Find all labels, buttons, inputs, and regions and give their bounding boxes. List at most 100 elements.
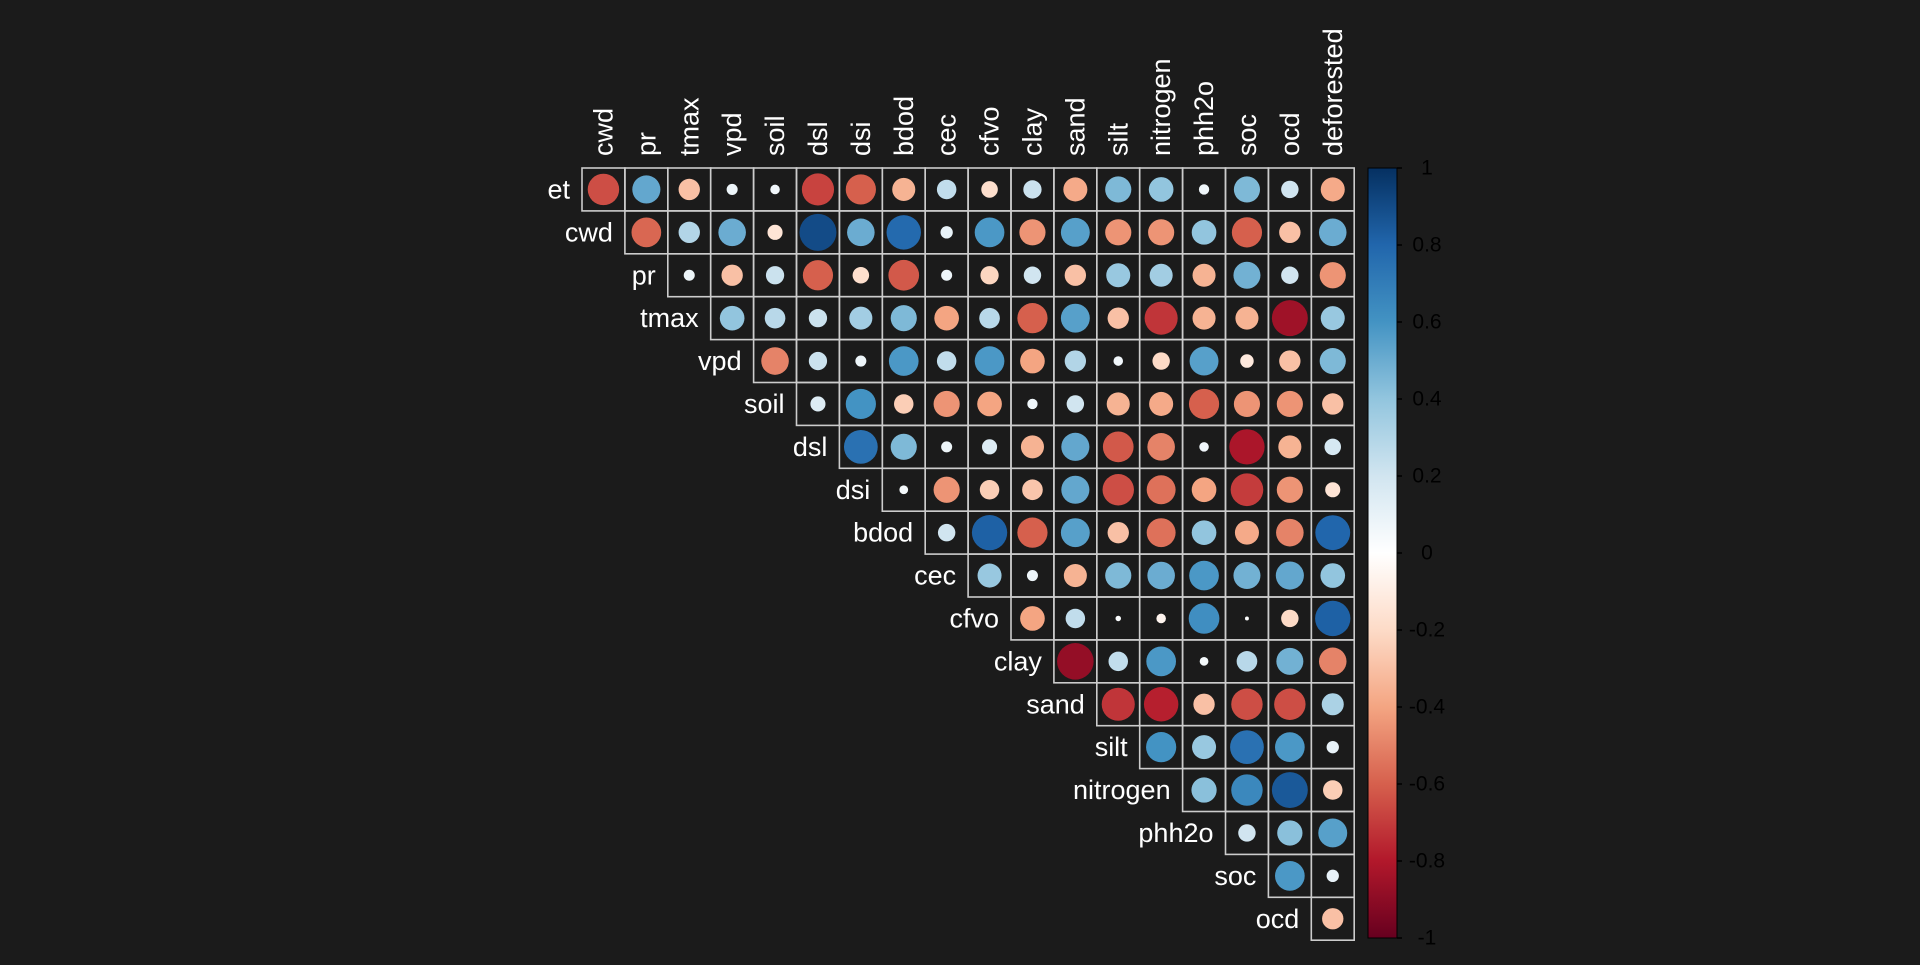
col-label-tmax: tmax [674, 97, 704, 156]
row-label-vpd: vpd [698, 346, 742, 376]
correlation-circle-nitrogen-deforested [1323, 780, 1343, 800]
col-label-dsi: dsi [846, 121, 876, 156]
correlation-circle-pr-dsl [802, 260, 834, 291]
colorbar-tick-label: -0.6 [1409, 773, 1445, 796]
colorbar-tick-label: -0.2 [1409, 619, 1445, 642]
correlation-circle-dsi-nitrogen [1146, 475, 1176, 505]
correlation-circle-cwd-dsi [847, 218, 875, 247]
correlation-circle-pr-phh2o [1192, 263, 1216, 287]
correlation-circle-tmax-sand [1060, 303, 1090, 333]
correlation-circle-cwd-soc [1231, 217, 1263, 248]
correlation-circle-pr-soil [765, 266, 785, 285]
colorbar-tick-label: 0.2 [1412, 465, 1441, 488]
correlation-circle-cwd-pr [631, 217, 662, 248]
correlation-circle-vpd-clay [1020, 348, 1045, 374]
correlation-circle-nitrogen-ocd [1271, 772, 1308, 809]
correlation-circle-soil-phh2o [1188, 388, 1220, 420]
col-label-vpd: vpd [717, 112, 747, 156]
correlation-circle-vpd-soc [1240, 354, 1254, 368]
correlation-circle-cec-sand [1063, 564, 1087, 588]
correlation-circle-silt-nitrogen [1146, 732, 1177, 763]
col-label-cec: cec [932, 114, 962, 156]
correlation-circle-cec-silt [1105, 562, 1132, 589]
correlation-circle-pr-clay [1023, 266, 1042, 284]
correlation-circle-cfvo-sand [1065, 608, 1086, 629]
correlation-circle-cwd-nitrogen [1148, 219, 1175, 246]
correlation-circle-cwd-cfvo [974, 217, 1005, 248]
correlation-circle-dsi-ocd [1276, 476, 1303, 503]
colorbar: 1 0.8 0.6 0.4 0.2 0 -0.2 -0.4 -0.6 -0.8 -1 [1367, 157, 1446, 950]
correlation-circle-dsi-sand [1061, 475, 1090, 504]
row-label-tmax: tmax [640, 303, 699, 333]
correlation-circle-et-phh2o [1198, 184, 1210, 195]
col-label-cfvo: cfvo [975, 106, 1005, 156]
correlation-circle-cwd-phh2o [1191, 220, 1217, 245]
correlation-circle-cwd-soil [767, 224, 783, 240]
correlation-circle-soil-nitrogen [1149, 391, 1174, 416]
correlation-circle-nitrogen-phh2o [1191, 777, 1217, 803]
correlation-circle-soil-cfvo [977, 391, 1002, 417]
correlation-circle-vpd-dsl [808, 351, 828, 371]
correlation-circle-dsl-clay [1020, 435, 1044, 459]
colorbar-tick-label: 0 [1421, 542, 1433, 565]
row-label-clay: clay [994, 646, 1043, 676]
col-label-pr: pr [631, 132, 661, 156]
correlation-circle-sand-silt [1101, 687, 1135, 721]
correlation-circle-dsl-bdod [890, 433, 917, 460]
correlation-circle-cwd-dsl [799, 213, 837, 251]
correlation-circle-bdod-sand [1060, 518, 1090, 548]
correlation-circle-silt-phh2o [1192, 735, 1217, 760]
correlation-circle-soil-dsi [845, 388, 876, 420]
correlation-circle-vpd-nitrogen [1152, 352, 1170, 370]
correlation-circle-pr-nitrogen [1149, 263, 1173, 287]
correlation-circle-cfvo-silt [1115, 615, 1122, 622]
correlation-circle-ocd-deforested [1322, 908, 1344, 930]
correlation-circle-vpd-ocd [1279, 350, 1301, 372]
correlation-circle-soil-bdod [894, 394, 914, 414]
correlation-circle-dsi-cfvo [979, 480, 1000, 500]
correlation-circle-et-ocd [1281, 180, 1299, 199]
col-label-sand: sand [1060, 97, 1090, 156]
colorbar-tick-label: -0.4 [1409, 696, 1446, 719]
correlation-circle-cwd-sand [1060, 217, 1090, 247]
correlation-circle-dsl-dsi [843, 429, 878, 464]
correlation-circle-phh2o-soc [1238, 824, 1256, 842]
correlation-circle-phh2o-ocd [1277, 820, 1303, 846]
correlation-circle-soil-sand [1066, 395, 1085, 413]
col-label-cwd: cwd [588, 108, 618, 156]
correlation-circle-sand-nitrogen [1143, 687, 1179, 722]
correlation-circle-tmax-bdod [890, 305, 917, 332]
correlation-circle-dsi-deforested [1325, 482, 1341, 498]
correlation-circle-vpd-soil [761, 347, 789, 375]
correlation-circle-pr-tmax [683, 269, 695, 281]
row-label-cec: cec [914, 561, 956, 591]
colorbar-tick-label: -1 [1418, 927, 1437, 950]
correlation-circle-cwd-cec [940, 226, 953, 239]
correlation-circle-tmax-cfvo [979, 307, 1000, 329]
correlation-circle-tmax-dsi [849, 306, 873, 330]
correlation-circle-pr-silt [1106, 263, 1131, 288]
correlation-circle-tmax-soc [1235, 306, 1259, 330]
correlation-circle-et-vpd [726, 183, 738, 195]
correlation-circle-cwd-bdod [886, 215, 921, 250]
correlation-circle-bdod-ocd [1276, 518, 1304, 547]
col-label-soil: soil [760, 115, 790, 156]
correlation-circle-dsi-cec [933, 476, 960, 503]
correlation-circle-cwd-ocd [1279, 221, 1301, 244]
correlation-circle-bdod-cec [937, 523, 956, 542]
correlation-circle-silt-deforested [1326, 740, 1339, 754]
correlation-circle-dsi-soc [1230, 473, 1264, 507]
col-label-soc: soc [1232, 114, 1262, 156]
correlation-circle-bdod-soc [1234, 520, 1259, 545]
col-label-deforested: deforested [1318, 28, 1348, 156]
correlation-circle-dsl-sand [1061, 432, 1090, 461]
correlation-circle-et-dsi [845, 174, 876, 205]
labels-layer: etcwdprtmaxvpdsoildsldsibdodceccfvoclays… [547, 28, 1347, 933]
correlation-circle-et-soc [1233, 176, 1261, 203]
correlation-circle-cfvo-soc [1245, 616, 1249, 621]
correlation-circle-cec-nitrogen [1147, 561, 1175, 590]
correlation-circle-bdod-nitrogen [1146, 518, 1176, 548]
correlation-circle-vpd-cfvo [974, 346, 1005, 376]
correlation-circle-vpd-bdod [888, 346, 919, 376]
